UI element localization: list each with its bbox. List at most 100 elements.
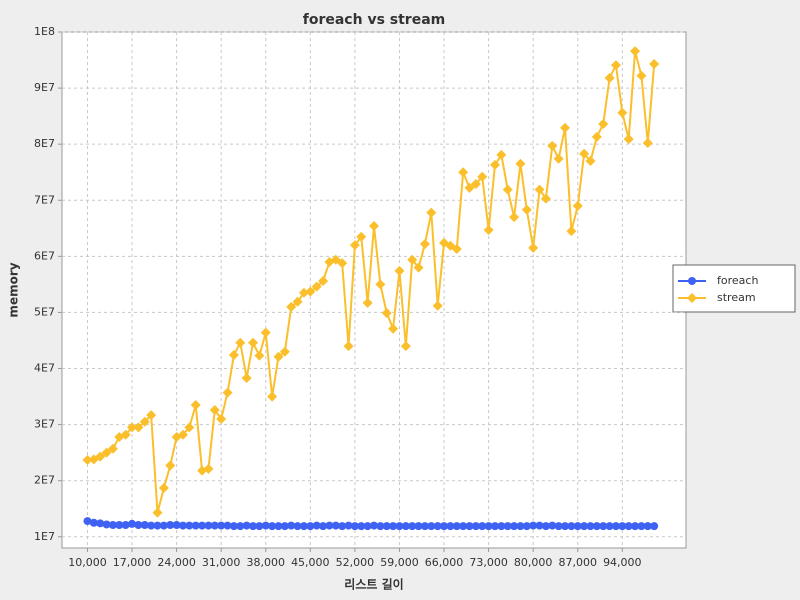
point [228,350,239,361]
point [261,521,270,530]
point [344,521,353,530]
point [516,522,525,531]
y-tick-label: 1E7 [34,530,55,543]
point [477,171,488,182]
point [204,521,213,530]
y-tick-label: 1E8 [34,25,55,38]
point [610,60,621,71]
point [83,517,92,526]
point [146,410,157,421]
point [274,522,283,531]
point [388,323,399,334]
point [217,521,226,530]
point [598,118,609,129]
point [222,387,233,398]
point [185,521,194,530]
point [165,460,176,471]
point [579,148,590,159]
point [478,522,487,531]
point [534,184,545,195]
point [522,522,531,531]
point [287,521,296,530]
point [134,521,143,530]
point [357,522,366,531]
y-tick-label: 7E7 [34,193,55,206]
point [229,522,238,531]
point [591,131,602,142]
x-tick-label: 45,000 [291,556,330,569]
point [254,350,265,361]
point [286,301,297,312]
y-axis-label: memory [7,262,21,317]
y-tick-label: 8E7 [34,137,55,150]
point [107,443,118,454]
point [408,522,417,531]
point [617,107,628,118]
point [547,140,558,151]
point [120,429,131,440]
x-tick-label: 80,000 [514,556,553,569]
point [255,522,264,531]
point [96,519,105,528]
legend [672,264,796,313]
point [496,149,507,160]
point [172,521,181,530]
point [624,522,633,531]
point [343,341,354,352]
point [630,46,641,57]
y-tick-label: 5E7 [34,305,55,318]
point [643,522,652,531]
point [299,522,308,531]
point [650,522,659,531]
point [298,287,309,298]
point [362,297,373,308]
point [413,262,424,273]
y-tick-label: 3E7 [34,418,55,431]
point [319,522,328,531]
point [127,422,138,433]
x-tick-label: 87,000 [559,556,598,569]
point [446,522,455,531]
point [382,522,391,531]
point [268,522,277,531]
point [209,405,220,416]
legend-label: foreach [717,274,758,287]
point [350,522,359,531]
point [249,522,258,531]
point [586,522,595,531]
point [502,184,513,195]
point [433,522,442,531]
point [267,391,278,402]
point [510,522,519,531]
point [338,522,347,531]
point [191,521,200,530]
point [235,337,246,348]
point [599,522,608,531]
x-axis-label: 리스트 길이 [344,577,403,592]
point [623,134,634,145]
point [451,244,462,255]
point [521,204,532,215]
point [159,521,168,530]
point [306,522,315,531]
point [509,212,520,223]
x-tick-label: 59,000 [380,556,419,569]
point [553,153,564,164]
point [376,522,385,531]
point [394,265,405,276]
point [375,279,386,290]
point [561,522,570,531]
point [401,522,410,531]
point [260,327,271,338]
point [216,414,227,424]
x-tick-label: 17,000 [113,556,152,569]
x-tick-label: 73,000 [469,556,508,569]
point [440,522,449,531]
point [592,522,601,531]
y-tick-label: 4E7 [34,362,55,375]
point [548,521,557,530]
point [649,58,660,69]
x-tick-label: 94,000 [603,556,642,569]
point [464,182,475,193]
